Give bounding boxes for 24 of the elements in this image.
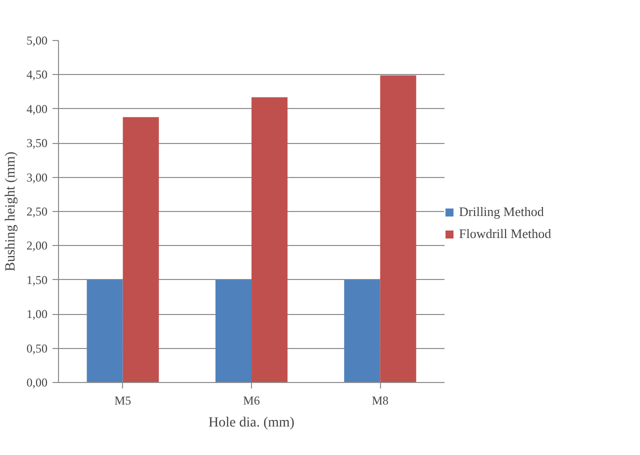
y-axis-title: Bushing height (mm): [4, 151, 18, 272]
y-tick-label: 1,50: [26, 272, 48, 287]
x-tick-label: M6: [243, 394, 260, 408]
y-tick-label: 3,00: [26, 170, 48, 184]
y-tick-label: 0,00: [26, 376, 48, 390]
legend-label: Drilling Method: [459, 204, 544, 220]
x-tick-label: M5: [114, 394, 132, 408]
y-tick-label: 5,00: [26, 34, 48, 48]
bar: [86, 280, 123, 382]
bar: [380, 75, 416, 382]
bar: [122, 117, 159, 382]
x-axis-title: Hole dia. (mm): [208, 416, 295, 430]
y-tick-label: 4,00: [26, 102, 48, 116]
y-tick-label: 1,00: [26, 307, 48, 322]
bar: [344, 280, 380, 382]
legend-label: Flowdrill Method: [459, 226, 552, 242]
x-tick-label: M8: [372, 394, 389, 408]
y-tick-label: 4,50: [26, 68, 48, 82]
bar: [252, 97, 288, 382]
y-tick-label: 3,50: [26, 136, 48, 150]
bar: [215, 280, 252, 382]
y-tick-label: 2,00: [26, 238, 48, 253]
y-tick-label: 2,50: [26, 204, 48, 218]
y-tick-label: 0,50: [26, 341, 48, 356]
